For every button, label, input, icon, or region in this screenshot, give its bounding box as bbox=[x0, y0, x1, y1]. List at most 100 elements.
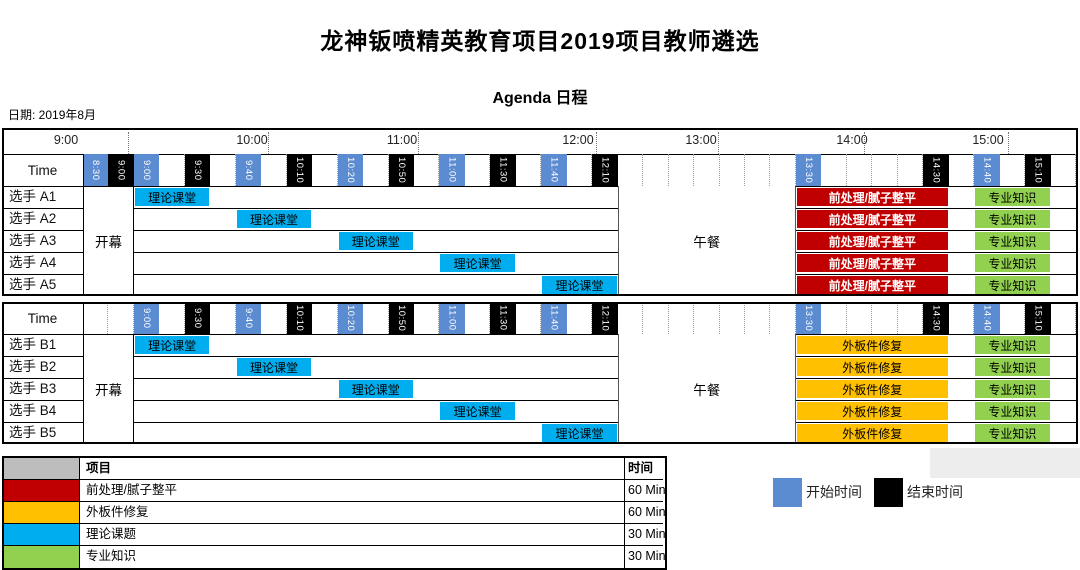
time-cell-empty bbox=[720, 302, 745, 334]
faded-gray-region bbox=[930, 448, 1080, 478]
time-cell-end: 12:10 bbox=[592, 154, 618, 186]
time-cell-start: 10:20 bbox=[337, 154, 364, 186]
repair-bar: 外板件修复 bbox=[796, 380, 948, 398]
time-cell-start: 9:40 bbox=[235, 154, 262, 186]
time-cell-empty bbox=[949, 302, 975, 334]
legend-item-time: 30 Min bbox=[628, 549, 666, 563]
theory-bar: 理论课堂 bbox=[440, 254, 515, 272]
repair-bar: 外板件修复 bbox=[796, 358, 948, 376]
time-cell-start: 9:40 bbox=[235, 302, 262, 334]
time-cell-empty bbox=[847, 302, 873, 334]
time-label: 14:40 bbox=[981, 156, 993, 184]
time-cell-empty bbox=[83, 302, 109, 334]
theory-bar: 理论课堂 bbox=[542, 424, 617, 442]
legend-swatch bbox=[4, 524, 80, 546]
legend-swatch bbox=[4, 502, 80, 524]
row-separator bbox=[2, 356, 1078, 357]
time-cell-empty bbox=[770, 302, 796, 334]
time-cell-empty bbox=[363, 154, 389, 186]
time-cell-empty bbox=[643, 154, 669, 186]
time-label: 10:50 bbox=[395, 304, 407, 332]
legend-item-time: 30 Min bbox=[625, 524, 666, 546]
time-cell-empty bbox=[694, 302, 720, 334]
knowledge-bar: 专业知识 bbox=[975, 380, 1050, 398]
time-cell-empty bbox=[1051, 154, 1076, 186]
row-separator bbox=[2, 274, 1078, 275]
knowledge-bar: 专业知识 bbox=[975, 424, 1050, 442]
page-subtitle: Agenda 日程 bbox=[492, 90, 588, 107]
hour-gridline bbox=[1008, 132, 1009, 154]
time-label: 10:20 bbox=[344, 304, 356, 332]
legend-item-label: 前处理/腻子整平 bbox=[80, 480, 625, 502]
legend-swatch bbox=[4, 546, 80, 568]
time-label: 9:00 bbox=[141, 159, 153, 181]
time-cell-end: 10:10 bbox=[286, 302, 313, 334]
row-separator bbox=[2, 422, 1078, 423]
legend-item-time: 60 Min bbox=[625, 502, 666, 524]
time-cell-empty bbox=[312, 302, 338, 334]
lunch-cell: 午餐 bbox=[617, 334, 796, 444]
legend-swatch bbox=[4, 480, 80, 502]
time-label: 14:30 bbox=[930, 156, 942, 184]
knowledge-bar: 专业知识 bbox=[975, 232, 1050, 250]
time-cell-start: 14:40 bbox=[974, 302, 1000, 334]
knowledge-bar: 专业知识 bbox=[975, 210, 1050, 228]
time-label: 10:20 bbox=[344, 156, 356, 184]
time-label: 11:30 bbox=[497, 305, 509, 331]
time-cell-empty bbox=[516, 154, 542, 186]
hour-label: 12:00 bbox=[562, 133, 594, 147]
time-cell-start: 11:40 bbox=[541, 154, 567, 186]
time-cell-empty bbox=[694, 154, 720, 186]
time-cell-empty bbox=[414, 154, 440, 186]
theory-bar: 理论课堂 bbox=[236, 210, 312, 228]
time-label: 11:40 bbox=[548, 157, 560, 183]
page-title: 龙神钣喷精英教育项目2019项目教师遴选 bbox=[320, 28, 760, 54]
time-cell-start: 11:00 bbox=[439, 154, 465, 186]
time-label: 9:00 bbox=[115, 159, 127, 181]
row-separator bbox=[2, 252, 1078, 253]
time-label: 9:00 bbox=[141, 307, 153, 329]
time-row-bottom-border bbox=[2, 186, 1078, 187]
repair-bar: 外板件修复 bbox=[796, 402, 948, 420]
time-label: 13:30 bbox=[803, 304, 815, 332]
time-cell-start: 8:30 bbox=[83, 154, 109, 186]
opening-cell: 开幕 bbox=[83, 186, 134, 296]
time-cell-empty bbox=[872, 302, 898, 334]
time-cell-empty bbox=[159, 154, 185, 186]
time-label: 12:10 bbox=[599, 304, 611, 332]
knowledge-bar: 专业知识 bbox=[975, 336, 1050, 354]
time-cell-end: 9:30 bbox=[184, 302, 211, 334]
knowledge-bar: 专业知识 bbox=[975, 276, 1050, 294]
prep-bar: 前处理/腻子整平 bbox=[796, 276, 948, 294]
theory-bar: 理论课堂 bbox=[134, 188, 210, 206]
time-cell-end: 10:50 bbox=[388, 302, 414, 334]
prep-bar: 前处理/腻子整平 bbox=[796, 232, 948, 250]
lunch-cell: 午餐 bbox=[617, 186, 796, 296]
end-time-label: 结束时间 bbox=[907, 484, 963, 500]
time-label: 14:40 bbox=[981, 304, 993, 332]
time-cell-empty bbox=[261, 302, 287, 334]
prep-bar: 前处理/腻子整平 bbox=[796, 188, 948, 206]
time-cell-empty bbox=[1051, 302, 1076, 334]
player-row-label: 选手 B1 bbox=[9, 337, 57, 352]
time-cell-empty bbox=[720, 154, 745, 186]
time-cell-empty bbox=[618, 154, 644, 186]
agenda-gantt-chart: 9:00 10:00 11:00 12:00 13:00 14:00 15:00 Time 8:… bbox=[2, 128, 1078, 446]
row-separator bbox=[2, 378, 1078, 379]
opening-cell: 开幕 bbox=[83, 334, 134, 444]
time-cell-empty bbox=[770, 154, 796, 186]
time-cell-empty bbox=[643, 302, 669, 334]
time-label: 8:30 bbox=[90, 159, 102, 181]
time-cell-end: 11:30 bbox=[490, 154, 516, 186]
time-label: 13:30 bbox=[803, 156, 815, 184]
time-cell-empty bbox=[210, 302, 236, 334]
time-cell-end: 10:10 bbox=[286, 154, 313, 186]
time-cell-empty bbox=[210, 154, 236, 186]
time-cell-start: 10:20 bbox=[337, 302, 364, 334]
time-cell-empty bbox=[465, 154, 491, 186]
knowledge-bar: 专业知识 bbox=[975, 254, 1050, 272]
hour-gridline bbox=[418, 132, 419, 154]
time-cell-end: 12:10 bbox=[592, 302, 618, 334]
time-cell-empty bbox=[898, 154, 924, 186]
